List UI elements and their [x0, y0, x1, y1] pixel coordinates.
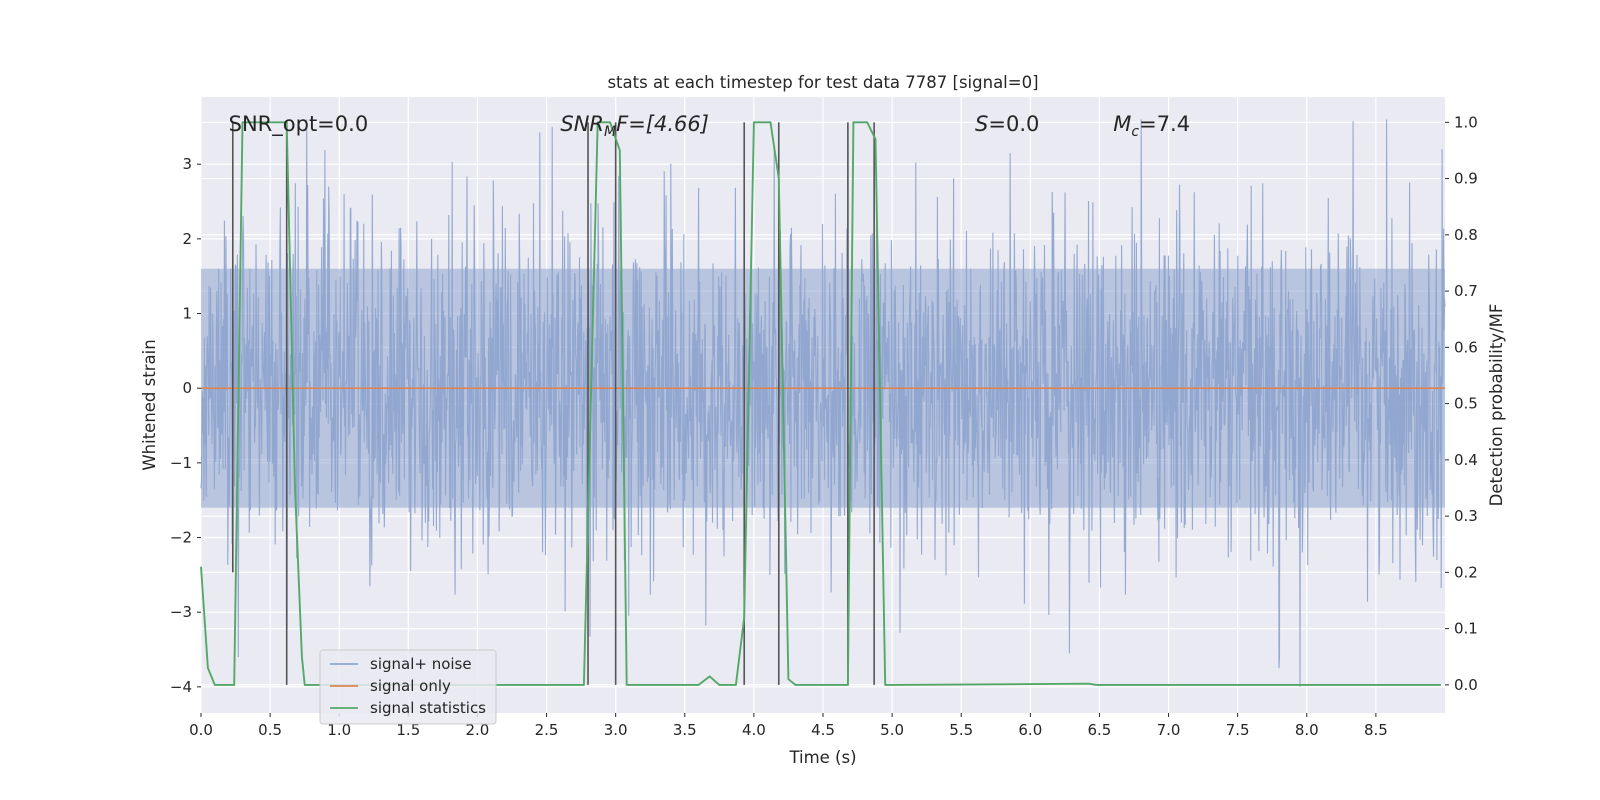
annotation-mc: Mc=7.4	[1113, 112, 1190, 140]
y-right-tick-label: 0.8	[1454, 226, 1478, 244]
y-axis-ticks: 3 2 1 0 −1 −2 −3 −4	[170, 155, 201, 696]
y-right-tick-label: 0.5	[1454, 395, 1478, 413]
x-tick-label: 5.0	[880, 721, 904, 739]
y-right-tick-label: 0.2	[1454, 563, 1478, 581]
x-tick-label: 4.0	[742, 721, 766, 739]
y-tick-label: −4	[170, 678, 192, 696]
x-tick-label: 1.0	[327, 721, 351, 739]
annotation-snr-opt: SNR_opt=0.0	[229, 112, 369, 137]
annotation-snr-mf-sub: M	[604, 124, 616, 140]
annotation-s-main: S	[975, 112, 988, 136]
y-right-tick-label: 0.7	[1454, 282, 1478, 300]
y-right-tick-label: 0.9	[1454, 170, 1478, 188]
y-tick-label: −1	[170, 454, 192, 472]
y-tick-label: 1	[182, 305, 192, 323]
x-tick-label: 2.5	[535, 721, 559, 739]
x-tick-label: 7.5	[1226, 721, 1250, 739]
chart-title: stats at each timestep for test data 778…	[607, 73, 1038, 92]
annotation-snr-mf: SNRMF=[4.66]	[560, 112, 709, 140]
annotation-s-rest: =0.0	[988, 112, 1039, 136]
x-tick-label: 6.5	[1088, 721, 1112, 739]
noise-line	[200, 119, 1446, 687]
legend-box	[319, 649, 497, 725]
y-tick-label: 3	[182, 155, 192, 173]
x-tick-label: 2.0	[466, 721, 490, 739]
legend-label-signal-statistics: signal statistics	[370, 699, 486, 717]
y-axis-label: Whitened strain	[140, 339, 159, 470]
x-tick-label: 8.0	[1295, 721, 1319, 739]
x-tick-label: 0.5	[258, 721, 282, 739]
x-tick-label: 6.0	[1018, 721, 1042, 739]
y-right-tick-label: 0.6	[1454, 338, 1478, 356]
x-tick-label: 1.5	[396, 721, 420, 739]
x-tick-label: 3.0	[604, 721, 628, 739]
y-tick-label: −3	[170, 603, 192, 621]
x-tick-label: 4.5	[811, 721, 835, 739]
y-right-tick-label: 0.1	[1454, 620, 1478, 638]
x-tick-label: 5.5	[949, 721, 973, 739]
x-axis-label: Time (s)	[788, 748, 856, 767]
y-axis-right-label: Detection probability/MF	[1487, 304, 1506, 507]
y-tick-label: 2	[182, 230, 192, 248]
y-right-tick-label: 0.3	[1454, 507, 1478, 525]
annotation-mc-rest: =7.4	[1139, 112, 1190, 136]
x-axis-ticks: 0.0 0.5 1.0 1.5 2.0 2.5 3.0 3.5 4.0 4.5 5.0 5.5 6.0 6…	[189, 713, 1388, 739]
annotations: SNR_opt=0.0 SNRMF=[4.66] S=0.0 Mc=7.4	[229, 112, 1190, 140]
legend-label-signal-only: signal only	[370, 677, 451, 695]
y-axis-right-ticks: 1.0 0.9 0.8 0.7 0.6 0.5 0.4 0.3 0.2 0.1 0.0	[1445, 113, 1478, 694]
x-tick-label: 0.0	[189, 721, 213, 739]
y-right-tick-label: 0.0	[1454, 676, 1478, 694]
annotation-snr-opt-prefix: SNR_opt=	[229, 112, 335, 137]
annotation-snr-opt-value: 0.0	[335, 112, 368, 136]
annotation-snr-mf-rest: F=[4.66]	[616, 112, 709, 136]
x-tick-label: 7.0	[1157, 721, 1181, 739]
y-tick-label: −2	[170, 529, 192, 547]
y-right-tick-label: 0.4	[1454, 451, 1478, 469]
annotation-s: S=0.0	[975, 112, 1039, 136]
legend: signal+ noise signal only signal statist…	[319, 649, 497, 725]
legend-label-signal-noise: signal+ noise	[370, 655, 472, 673]
x-tick-label: 8.5	[1364, 721, 1388, 739]
annotation-mc-sub: c	[1131, 124, 1139, 140]
signal-statistics-series	[200, 121, 1441, 686]
y-tick-label: 0	[182, 379, 192, 397]
y-right-tick-label: 1.0	[1454, 113, 1478, 131]
x-tick-label: 3.5	[673, 721, 697, 739]
annotation-snr-mf-main: SNR	[560, 112, 604, 136]
vertical-markers	[231, 122, 875, 685]
annotation-mc-main: M	[1113, 112, 1131, 136]
signal-statistics-line	[200, 121, 1441, 686]
